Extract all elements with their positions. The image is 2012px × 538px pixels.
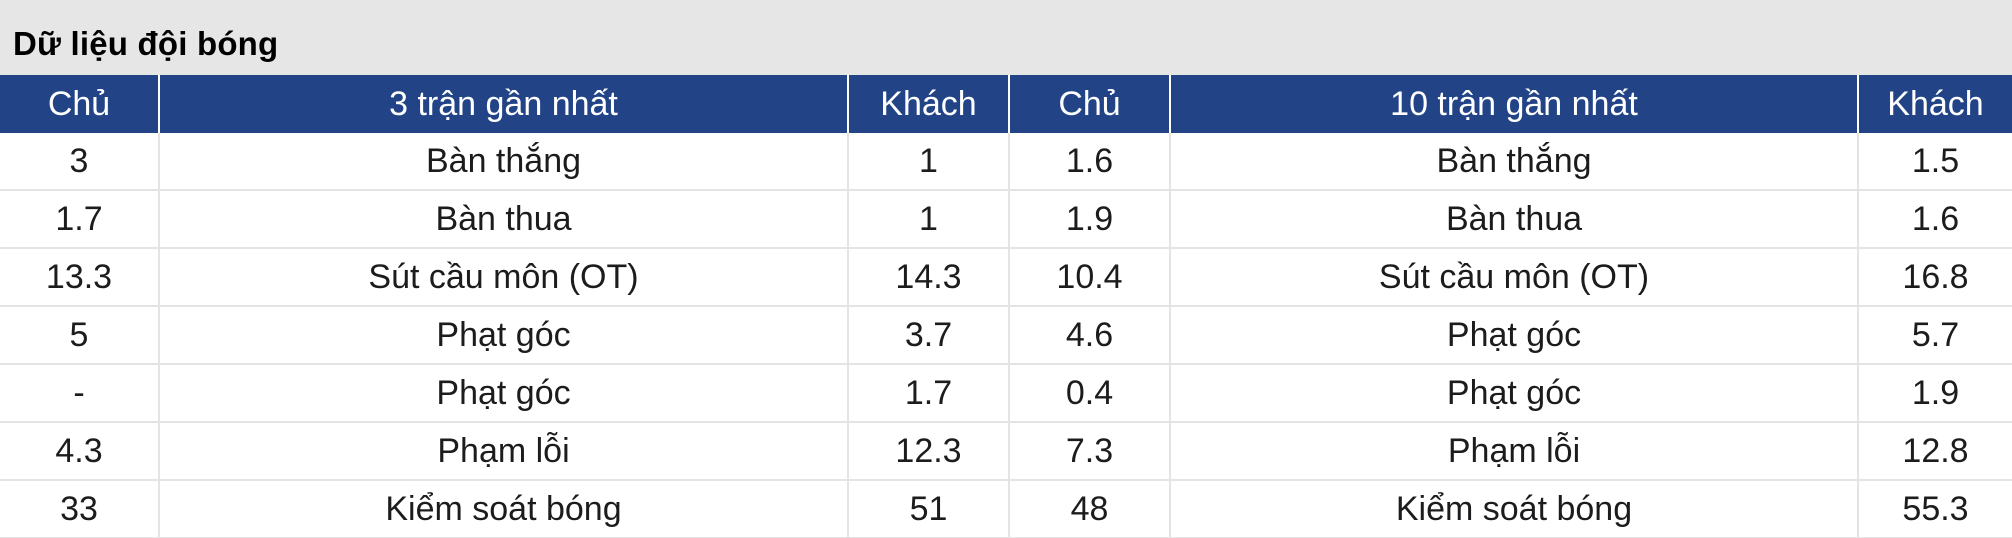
stat-value: 1.7 xyxy=(55,199,103,238)
stat-value: 1 xyxy=(847,133,1008,189)
stat-value: 48 xyxy=(1008,481,1169,537)
stat-value: 5 xyxy=(69,315,89,354)
header-cell-recent3-stat: 3 trận gần nhất xyxy=(158,75,847,133)
table-row: 3 Bàn thắng 1 1.6 Bàn thắng 1.5 xyxy=(0,133,2012,191)
stat-value: 5.7 xyxy=(1857,307,2012,363)
header-cell-home-recent3: Chủ xyxy=(47,84,111,123)
table-row: 5 Phạt góc 3.7 4.6 Phạt góc 5.7 xyxy=(0,307,2012,365)
stat-value: 10.4 xyxy=(1008,249,1169,305)
stat-value: 0.4 xyxy=(1008,365,1169,421)
stat-label: Bàn thắng xyxy=(1169,133,1857,189)
stats-table: Chủ 3 trận gần nhất Khách Chủ 10 trận gầ… xyxy=(0,75,2012,538)
stat-label: Bàn thua xyxy=(158,191,847,247)
stat-value: - xyxy=(73,373,85,412)
table-row: 4.3 Phạm lỗi 12.3 7.3 Phạm lỗi 12.8 xyxy=(0,423,2012,481)
stat-value: 16.8 xyxy=(1857,249,2012,305)
stat-label: Sút cầu môn (OT) xyxy=(158,249,847,305)
table-body: 3 Bàn thắng 1 1.6 Bàn thắng 1.5 1.7 Bàn thua 1 1.… xyxy=(0,133,2012,538)
stat-value: 1.9 xyxy=(1008,191,1169,247)
stat-value: 1.6 xyxy=(1008,133,1169,189)
stat-value: 12.3 xyxy=(847,423,1008,479)
stat-value: 51 xyxy=(847,481,1008,537)
stat-label: Phạt góc xyxy=(1169,307,1857,363)
title-band: Dữ liệu đội bóng xyxy=(0,0,2012,75)
page-title: Dữ liệu đội bóng xyxy=(13,25,279,62)
stat-value: 4.3 xyxy=(55,431,103,470)
stat-label: Phạt góc xyxy=(158,365,847,421)
table-row: 1.7 Bàn thua 1 1.9 Bàn thua 1.6 xyxy=(0,191,2012,249)
stat-value: 14.3 xyxy=(847,249,1008,305)
stat-value: 4.6 xyxy=(1008,307,1169,363)
stat-label: Phạt góc xyxy=(1169,365,1857,421)
stat-value: 1.6 xyxy=(1857,191,2012,247)
stat-value: 13.3 xyxy=(45,257,113,296)
stat-label: Kiểm soát bóng xyxy=(158,481,847,537)
stat-label: Sút cầu môn (OT) xyxy=(1169,249,1857,305)
header-cell-away-recent10: Khách xyxy=(1857,75,2012,133)
table-row: - Phạt góc 1.7 0.4 Phạt góc 1.9 xyxy=(0,365,2012,423)
header-cell-recent10-stat: 10 trận gần nhất xyxy=(1169,75,1857,133)
stat-label: Kiểm soát bóng xyxy=(1169,481,1857,537)
stat-value: 1.5 xyxy=(1857,133,2012,189)
stat-label: Phạm lỗi xyxy=(158,423,847,479)
stat-label: Bàn thua xyxy=(1169,191,1857,247)
table-row: 13.3 Sút cầu môn (OT) 14.3 10.4 Sút cầu môn … xyxy=(0,249,2012,307)
table-row: 33 Kiểm soát bóng 51 48 Kiểm soát bóng 55.3 xyxy=(0,481,2012,538)
stat-value: 55.3 xyxy=(1857,481,2012,537)
stat-value: 12.8 xyxy=(1857,423,2012,479)
header-cell-home-recent10: Chủ xyxy=(1008,75,1169,133)
stat-value: 7.3 xyxy=(1008,423,1169,479)
header-cell-away-recent3: Khách xyxy=(847,75,1008,133)
stat-value: 1 xyxy=(847,191,1008,247)
stat-value: 1.7 xyxy=(847,365,1008,421)
stat-label: Phạm lỗi xyxy=(1169,423,1857,479)
table-header-row: Chủ 3 trận gần nhất Khách Chủ 10 trận gầ… xyxy=(0,75,2012,133)
stat-label: Bàn thắng xyxy=(158,133,847,189)
stat-value: 3 xyxy=(69,141,89,180)
stat-label: Phạt góc xyxy=(158,307,847,363)
stat-value: 33 xyxy=(60,489,98,528)
stat-value: 3.7 xyxy=(847,307,1008,363)
stat-value: 1.9 xyxy=(1857,365,2012,421)
